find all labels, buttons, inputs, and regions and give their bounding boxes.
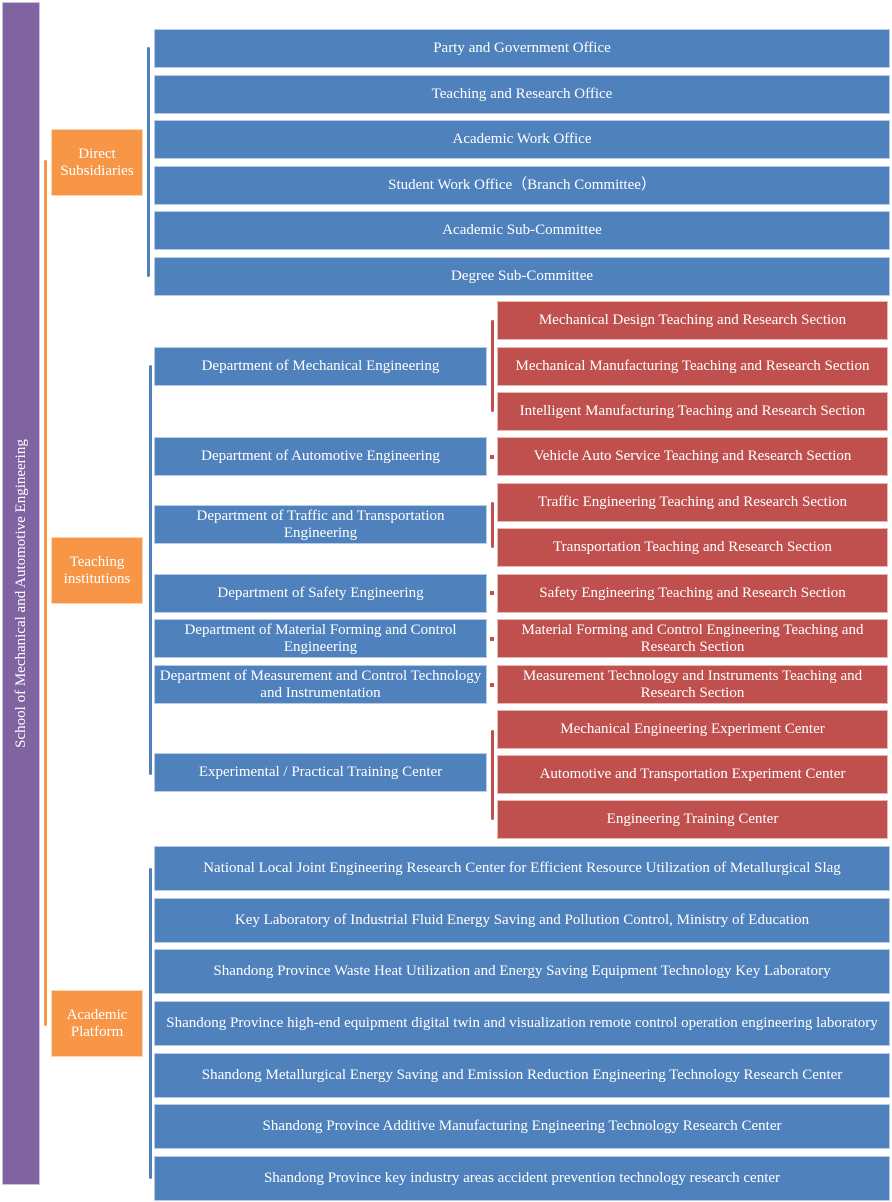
department-box: Experimental / Practical Training Center [154, 753, 487, 792]
academic-platform-box: Shandong Province Additive Manufacturing… [154, 1104, 890, 1149]
experiment-sections-bracket [491, 730, 494, 820]
section-box: Engineering Training Center [497, 800, 888, 839]
category-academic-platform: Academic Platform [51, 990, 143, 1057]
academic-platform-box: Shandong Metallurgical Energy Saving and… [154, 1053, 890, 1098]
root-school-box: School of Mechanical and Automotive Engi… [2, 2, 40, 1185]
department-box: Department of Traffic and Transportation… [154, 505, 487, 544]
academic-bracket-line [149, 868, 152, 1179]
department-box: Department of Automotive Engineering [154, 437, 487, 476]
root-label: School of Mechanical and Automotive Engi… [12, 439, 29, 748]
section-box: Vehicle Auto Service Teaching and Resear… [497, 437, 888, 476]
direct-subsidiary-box: Degree Sub-Committee [154, 257, 890, 296]
traffic-sections-bracket [491, 502, 494, 548]
direct-subsidiary-box: Student Work Office（Branch Committee） [154, 166, 890, 205]
direct-subsidiary-box: Teaching and Research Office [154, 75, 890, 114]
section-box: Mechanical Design Teaching and Research … [497, 301, 888, 340]
direct-bracket-line [147, 47, 150, 277]
direct-subsidiary-box: Academic Sub-Committee [154, 211, 890, 250]
direct-subsidiary-box: Party and Government Office [154, 29, 890, 68]
section-box: Intelligent Manufacturing Teaching and R… [497, 392, 888, 431]
connector-dot [490, 591, 494, 595]
department-box: Department of Measurement and Control Te… [154, 665, 487, 704]
section-box: Material Forming and Control Engineering… [497, 619, 888, 658]
section-box: Transportation Teaching and Research Sec… [497, 528, 888, 567]
academic-platform-box: Shandong Province high-end equipment dig… [154, 1001, 890, 1046]
section-box: Mechanical Engineering Experiment Center [497, 710, 888, 749]
category-direct-subsidiaries: Direct Subsidiaries [51, 129, 143, 196]
section-box: Measurement Technology and Instruments T… [497, 665, 888, 704]
section-box: Safety Engineering Teaching and Research… [497, 574, 888, 613]
academic-platform-box: Shandong Province key industry areas acc… [154, 1156, 890, 1201]
academic-platform-box: Key Laboratory of Industrial Fluid Energ… [154, 898, 890, 943]
connector-dot [490, 455, 494, 459]
mech-sections-bracket [491, 320, 494, 412]
academic-platform-box: Shandong Province Waste Heat Utilization… [154, 949, 890, 994]
department-box: Department of Material Forming and Contr… [154, 619, 487, 658]
section-box: Mechanical Manufacturing Teaching and Re… [497, 347, 888, 386]
department-box: Department of Mechanical Engineering [154, 347, 487, 386]
section-box: Traffic Engineering Teaching and Researc… [497, 483, 888, 522]
connector-dot [490, 683, 494, 687]
root-connector-line [44, 160, 47, 1026]
academic-platform-box: National Local Joint Engineering Researc… [154, 846, 890, 891]
teaching-bracket-line [149, 365, 152, 775]
department-box: Department of Safety Engineering [154, 574, 487, 613]
section-box: Automotive and Transportation Experiment… [497, 755, 888, 794]
connector-dot [490, 637, 494, 641]
category-teaching-institutions: Teaching institutions [51, 537, 143, 604]
direct-subsidiary-box: Academic Work Office [154, 120, 890, 159]
